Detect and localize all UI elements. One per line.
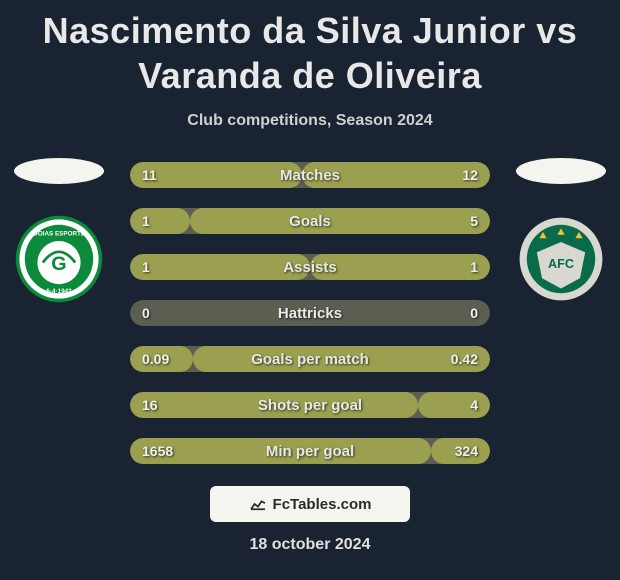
crest-right-icon: AFC (516, 214, 606, 304)
stat-row: 164Shots per goal (130, 392, 490, 418)
stat-row: 00Hattricks (130, 300, 490, 326)
svg-text:GOIAS ESPORTE: GOIAS ESPORTE (33, 231, 85, 238)
stat-row: 15Goals (130, 208, 490, 234)
crest-left-icon: G GOIAS ESPORTE 6·4·1943 (14, 214, 104, 304)
svg-text:G: G (51, 253, 66, 275)
svg-text:AFC: AFC (548, 257, 574, 271)
chart-icon (249, 497, 267, 511)
club-crest-right: AFC (516, 214, 606, 304)
stat-label: Shots per goal (130, 392, 490, 418)
stat-label: Goals per match (130, 346, 490, 372)
stat-row: 1112Matches (130, 162, 490, 188)
stat-label: Matches (130, 162, 490, 188)
footer-date: 18 october 2024 (0, 536, 620, 554)
stat-row: 1658324Min per goal (130, 438, 490, 464)
brand-text: FcTables.com (273, 496, 372, 513)
stat-label: Assists (130, 254, 490, 280)
svg-text:6·4·1943: 6·4·1943 (46, 288, 72, 295)
brand-badge: FcTables.com (210, 486, 410, 522)
stat-label: Min per goal (130, 438, 490, 464)
stat-label: Goals (130, 208, 490, 234)
player-placeholder-right (516, 158, 606, 184)
club-crest-left: G GOIAS ESPORTE 6·4·1943 (14, 214, 104, 304)
stat-label: Hattricks (130, 300, 490, 326)
player-placeholder-left (14, 158, 104, 184)
stat-bars: 1112Matches 15Goals 11Assists 00Hattricks 0.… (130, 162, 490, 464)
comparison-content: G GOIAS ESPORTE 6·4·1943 AFC 1112Matches… (0, 162, 620, 464)
stat-row: 11Assists (130, 254, 490, 280)
page-title: Nascimento da Silva Junior vs Varanda de… (0, 0, 620, 98)
stat-row: 0.090.42Goals per match (130, 346, 490, 372)
subtitle: Club competitions, Season 2024 (0, 112, 620, 130)
